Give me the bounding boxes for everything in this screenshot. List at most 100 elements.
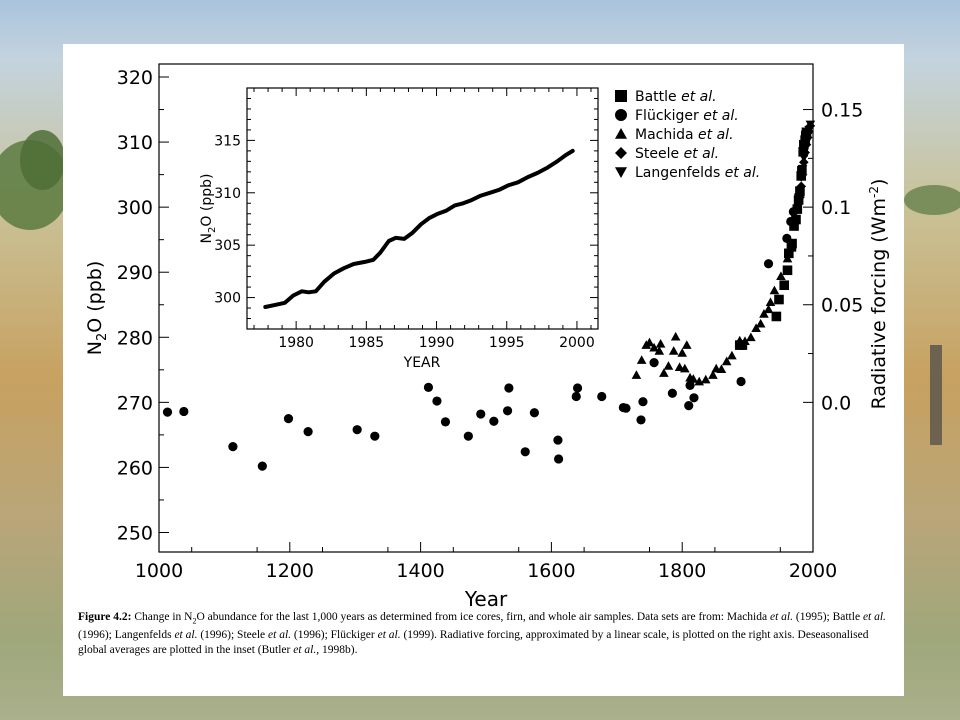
x-tick-label: 1000 bbox=[135, 560, 183, 582]
plot-frame bbox=[158, 63, 814, 553]
data-point-circle bbox=[621, 403, 631, 413]
data-point-triangle bbox=[649, 342, 659, 352]
data-point-triangle bbox=[721, 356, 732, 366]
y-tick-label: 320 bbox=[117, 67, 153, 89]
caption-label: Figure 4.2: bbox=[78, 611, 132, 623]
data-point-circle bbox=[489, 416, 499, 426]
data-point-triangle bbox=[755, 318, 766, 328]
x-tick-label: 1200 bbox=[266, 560, 314, 582]
data-point-circle bbox=[520, 447, 530, 457]
data-point-triangle bbox=[680, 363, 690, 373]
inset-x-tick-label: 1990 bbox=[419, 335, 455, 351]
legend-label: Langenfelds et al. bbox=[635, 165, 760, 181]
data-point-circle bbox=[529, 408, 539, 418]
y-tick-label: 310 bbox=[117, 132, 153, 154]
caption-etal: et al. bbox=[862, 611, 886, 623]
caption-text: Change in N bbox=[131, 611, 193, 623]
data-point-circle bbox=[553, 454, 564, 464]
data-point-diamond bbox=[796, 181, 807, 192]
data-point-circle bbox=[179, 406, 189, 417]
data-point-triangle-down bbox=[800, 143, 810, 153]
data-point-square bbox=[791, 214, 801, 225]
caption-text: , 1998b). bbox=[316, 644, 358, 657]
inset-y-tick-label: 315 bbox=[214, 133, 241, 149]
data-point-triangle bbox=[746, 332, 756, 342]
right-tick-label: 0.1 bbox=[821, 197, 851, 219]
figure-panel: 1000 1200 1400 1600 1800 2000 Year 250 260 270 280… bbox=[63, 44, 904, 696]
data-point-triangle bbox=[636, 355, 647, 364]
data-point-square bbox=[771, 311, 782, 322]
data-point-triangle bbox=[716, 364, 727, 374]
figure-caption: Figure 4.2: Change in N2O abundance for … bbox=[78, 610, 893, 658]
data-point-triangle bbox=[776, 271, 786, 280]
data-point-circle bbox=[370, 431, 380, 441]
data-point-circle bbox=[667, 388, 677, 398]
inset-y-tick-label: 305 bbox=[214, 238, 241, 254]
right-tick-label: 0.15 bbox=[821, 100, 863, 122]
data-point-circle bbox=[303, 427, 313, 437]
data-point-square bbox=[737, 340, 748, 350]
data-point-triangle bbox=[654, 346, 665, 355]
data-point-triangle bbox=[782, 253, 793, 263]
inset-y-tick-label: 310 bbox=[214, 186, 241, 202]
data-point-triangle bbox=[670, 331, 681, 341]
data-point-triangle bbox=[631, 370, 642, 379]
inset-x-tick-label: 2000 bbox=[559, 335, 595, 351]
inset-x-tick-label: 1985 bbox=[349, 335, 385, 351]
data-point-triangle bbox=[759, 309, 769, 318]
inset-x-tick-label: 1980 bbox=[278, 335, 314, 351]
caption-text: (1996); Flückiger bbox=[291, 629, 378, 642]
caption-etal: et al. bbox=[174, 629, 198, 642]
data-point-triangle bbox=[740, 336, 750, 346]
data-point-triangle-down bbox=[805, 120, 816, 130]
legend-marker bbox=[615, 147, 627, 159]
data-point-triangle bbox=[700, 374, 711, 384]
data-point-circle bbox=[283, 414, 294, 424]
y-tick-label: 270 bbox=[117, 392, 153, 414]
caption-text: O abundance for the last 1,000 years as … bbox=[196, 611, 770, 623]
data-point-triangle bbox=[659, 368, 669, 377]
data-point-circle bbox=[440, 417, 451, 427]
data-point-triangle-down bbox=[801, 136, 812, 145]
background-tree bbox=[904, 185, 960, 215]
y-tick-label: 290 bbox=[117, 262, 153, 284]
x-tick-label: 1800 bbox=[658, 560, 706, 582]
inset-y-tick-label: 300 bbox=[214, 291, 241, 307]
data-point-triangle-down bbox=[793, 193, 804, 203]
right-tick-label: 0.05 bbox=[821, 295, 863, 317]
data-point-circle bbox=[572, 383, 583, 393]
x-tick-label: 1600 bbox=[527, 560, 575, 582]
data-point-circle bbox=[684, 401, 694, 411]
data-point-circle bbox=[504, 383, 514, 393]
data-point-triangle bbox=[677, 348, 687, 357]
data-point-triangle-down bbox=[799, 153, 809, 163]
data-point-circle bbox=[638, 397, 648, 407]
inset-frame bbox=[246, 87, 599, 330]
data-point-circle bbox=[553, 435, 563, 445]
right-tick-label: 0.0 bbox=[821, 392, 851, 414]
data-point-circle bbox=[571, 391, 581, 402]
data-point-square bbox=[784, 248, 794, 259]
data-point-square bbox=[782, 265, 793, 276]
legend-label: Battle et al. bbox=[635, 89, 717, 105]
inset-y-axis-title: N2O (ppb) bbox=[199, 174, 218, 244]
data-point-square bbox=[789, 221, 799, 231]
data-point-circle bbox=[352, 425, 362, 435]
caption-text: (1996); Steele bbox=[197, 629, 269, 642]
x-tick-label: 1400 bbox=[396, 560, 444, 582]
data-point-circle bbox=[257, 461, 267, 471]
data-point-triangle-down bbox=[797, 164, 808, 174]
data-point-triangle bbox=[769, 285, 780, 295]
data-point-square bbox=[779, 280, 790, 291]
data-point-circle bbox=[597, 391, 607, 402]
data-point-circle bbox=[649, 358, 659, 368]
data-point-triangle bbox=[727, 350, 737, 360]
data-point-triangle bbox=[751, 323, 761, 333]
background-tree bbox=[20, 130, 65, 190]
data-point-circle bbox=[432, 396, 442, 406]
data-point-triangle bbox=[765, 297, 776, 306]
data-point-circle bbox=[786, 216, 796, 227]
data-point-circle bbox=[228, 441, 238, 452]
x-tick-label: 2000 bbox=[789, 560, 837, 582]
legend-marker bbox=[615, 109, 627, 121]
